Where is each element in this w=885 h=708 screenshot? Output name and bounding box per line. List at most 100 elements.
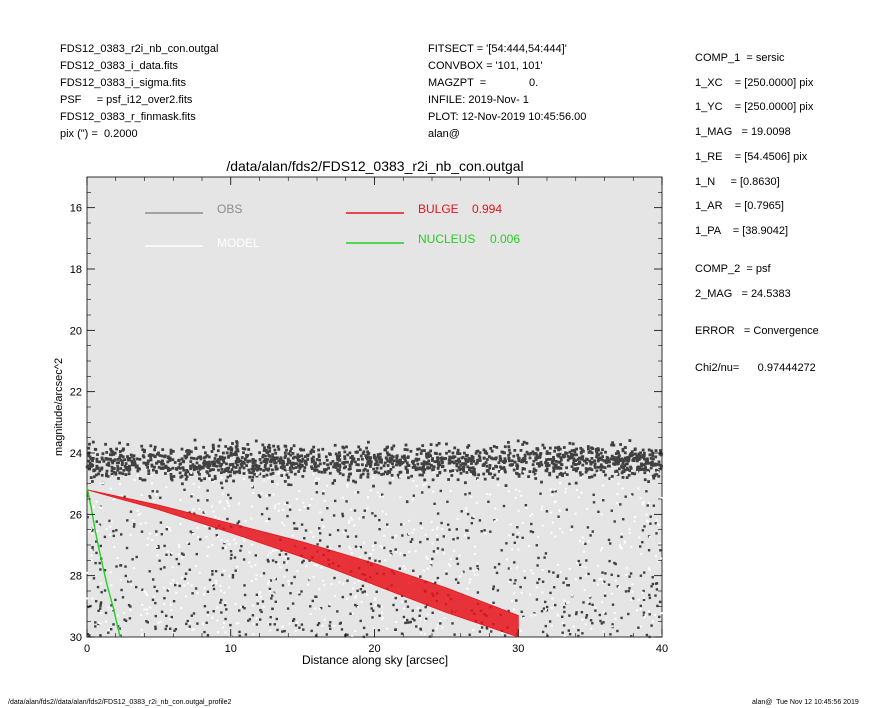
data-point (277, 509, 280, 512)
data-point (304, 529, 308, 532)
data-point (580, 476, 582, 479)
data-point (442, 535, 445, 538)
data-point (455, 469, 459, 473)
data-point (469, 567, 472, 570)
data-point (425, 461, 429, 464)
data-point (651, 474, 655, 478)
data-point (251, 580, 253, 583)
data-point (545, 464, 549, 467)
data-point (511, 600, 514, 602)
data-point (590, 468, 594, 472)
data-point (573, 450, 577, 454)
data-point (502, 504, 506, 508)
data-point (217, 461, 221, 465)
data-point (459, 463, 463, 467)
data-point (267, 477, 270, 479)
data-point (630, 545, 633, 548)
data-point (252, 622, 255, 625)
data-point (488, 472, 491, 476)
data-point (303, 461, 307, 465)
data-point (552, 456, 555, 459)
data-point (303, 537, 306, 540)
data-point (211, 583, 214, 586)
data-point (637, 458, 641, 461)
data-point (589, 534, 592, 537)
data-point (480, 626, 484, 629)
data-point (169, 553, 173, 556)
data-point (265, 507, 269, 510)
data-point (389, 468, 393, 471)
data-point (186, 541, 189, 544)
data-point (580, 473, 584, 477)
data-point (182, 553, 185, 556)
data-point (318, 607, 321, 610)
data-point (531, 530, 535, 534)
data-point (534, 477, 538, 480)
data-point (639, 604, 642, 608)
data-point (476, 569, 478, 572)
data-point (358, 469, 362, 472)
data-point (100, 457, 104, 461)
data-point (326, 484, 328, 487)
data-point (338, 454, 342, 457)
data-point (392, 603, 395, 607)
data-point (517, 459, 521, 463)
data-point (197, 499, 200, 502)
data-point (466, 445, 469, 449)
data-point (164, 466, 167, 469)
data-point (235, 453, 238, 457)
data-point (154, 601, 157, 605)
data-point (581, 632, 584, 635)
data-point (404, 459, 407, 463)
data-point (118, 456, 121, 460)
data-point (374, 462, 378, 466)
data-point (623, 468, 627, 472)
data-point (660, 497, 663, 499)
data-point (206, 555, 209, 558)
data-point (105, 472, 108, 476)
data-point (198, 508, 201, 510)
data-point (541, 569, 544, 571)
data-point (193, 628, 196, 631)
data-point (211, 570, 214, 573)
data-point (396, 473, 400, 477)
data-point (575, 612, 578, 616)
data-point (92, 475, 96, 479)
data-point (457, 460, 461, 464)
data-point (160, 610, 164, 613)
data-point (109, 533, 111, 536)
data-point (593, 462, 597, 466)
data-point (625, 476, 629, 479)
data-point (147, 537, 150, 540)
data-point (592, 501, 596, 504)
data-point (284, 555, 287, 558)
data-point (221, 486, 224, 490)
data-point (548, 452, 552, 455)
data-point (138, 477, 142, 480)
data-point (243, 593, 247, 597)
data-point (629, 494, 632, 497)
data-point (431, 468, 434, 472)
data-point (439, 622, 442, 625)
data-point (207, 466, 210, 469)
data-point (333, 594, 336, 597)
data-point (99, 604, 102, 608)
data-point (392, 477, 395, 480)
data-point (617, 455, 621, 459)
data-point (313, 564, 316, 566)
data-point (630, 598, 633, 601)
data-point (436, 624, 439, 627)
data-point (322, 579, 325, 582)
data-point (504, 470, 507, 474)
data-point (147, 472, 151, 475)
data-point (517, 548, 520, 551)
data-point (346, 597, 349, 600)
data-point (110, 604, 113, 607)
data-point (374, 598, 377, 601)
data-point (170, 478, 174, 482)
data-point (386, 464, 390, 467)
data-point (591, 603, 594, 606)
data-point (314, 634, 318, 637)
data-point (477, 454, 481, 458)
